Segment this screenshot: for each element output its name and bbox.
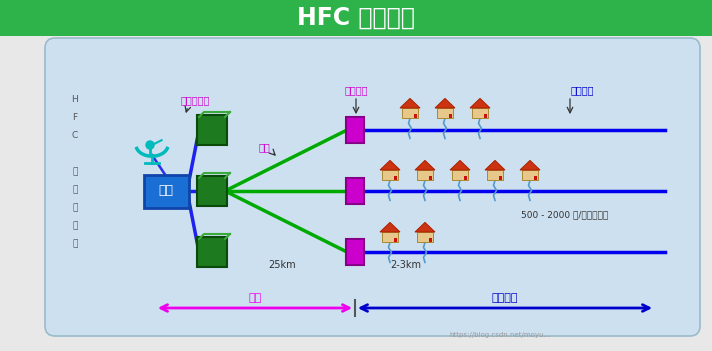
FancyBboxPatch shape	[144, 174, 189, 207]
Text: 光纤: 光纤	[258, 142, 270, 152]
Text: 图: 图	[73, 239, 78, 249]
Circle shape	[146, 141, 154, 149]
FancyBboxPatch shape	[0, 0, 712, 36]
Text: 高带宽光纤: 高带宽光纤	[180, 95, 210, 105]
Text: C: C	[72, 132, 78, 140]
Bar	[487, 170, 503, 180]
Polygon shape	[380, 160, 400, 170]
Text: 结: 结	[73, 204, 78, 212]
Text: https://blog.csdn.net/moyu...: https://blog.csdn.net/moyu...	[449, 332, 550, 338]
Bar	[534, 176, 537, 180]
Text: 2-3km: 2-3km	[390, 260, 422, 270]
Bar	[414, 114, 417, 118]
Bar	[417, 232, 433, 243]
FancyBboxPatch shape	[346, 117, 364, 143]
Polygon shape	[485, 160, 505, 170]
Polygon shape	[450, 160, 470, 170]
Text: 光纤: 光纤	[248, 293, 261, 303]
Bar	[429, 176, 432, 180]
Polygon shape	[435, 98, 455, 108]
FancyBboxPatch shape	[346, 178, 364, 204]
Text: 网: 网	[73, 167, 78, 177]
FancyBboxPatch shape	[45, 38, 700, 336]
Bar	[452, 170, 468, 180]
FancyBboxPatch shape	[346, 239, 364, 265]
Text: 头端: 头端	[159, 185, 174, 198]
Text: 500 - 2000 户/每光纤结点: 500 - 2000 户/每光纤结点	[521, 211, 609, 219]
Text: 同轴电缆: 同轴电缆	[492, 293, 518, 303]
Text: 光纤结点: 光纤结点	[344, 85, 368, 95]
Polygon shape	[520, 160, 540, 170]
Bar	[382, 232, 398, 243]
Bar	[394, 176, 397, 180]
Bar	[402, 108, 418, 118]
Bar	[472, 108, 488, 118]
Bar	[429, 238, 432, 243]
Bar	[499, 176, 502, 180]
Polygon shape	[380, 223, 400, 232]
Polygon shape	[470, 98, 490, 108]
Polygon shape	[415, 160, 435, 170]
FancyBboxPatch shape	[197, 176, 227, 206]
Text: 构: 构	[73, 221, 78, 231]
Bar	[464, 176, 467, 180]
Bar	[417, 170, 433, 180]
Text: HFC 网的结构: HFC 网的结构	[297, 6, 415, 30]
Polygon shape	[400, 98, 420, 108]
Bar	[484, 114, 487, 118]
Bar	[449, 114, 452, 118]
Bar	[394, 238, 397, 243]
Text: F: F	[73, 113, 78, 122]
Bar	[437, 108, 453, 118]
Text: 的: 的	[73, 185, 78, 194]
Text: H: H	[72, 95, 78, 105]
Bar	[382, 170, 398, 180]
Bar	[522, 170, 538, 180]
Text: 25km: 25km	[268, 260, 295, 270]
Text: 同轴电缆: 同轴电缆	[570, 85, 594, 95]
Polygon shape	[415, 223, 435, 232]
FancyBboxPatch shape	[197, 237, 227, 267]
FancyBboxPatch shape	[197, 115, 227, 145]
